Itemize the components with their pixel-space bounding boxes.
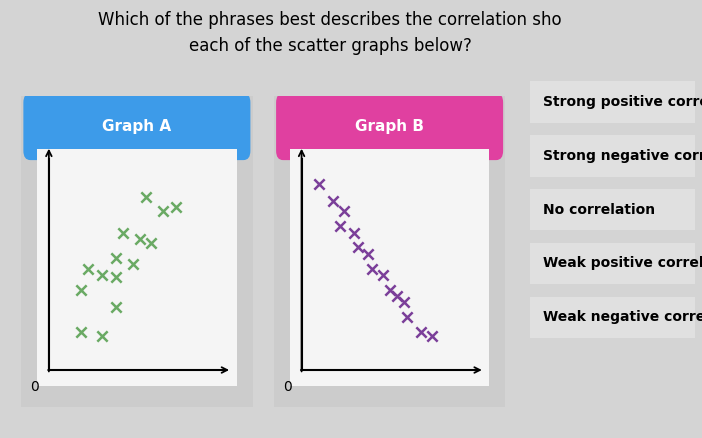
Text: Weak negative correlat: Weak negative correlat bbox=[543, 311, 702, 324]
FancyBboxPatch shape bbox=[290, 149, 489, 385]
FancyBboxPatch shape bbox=[12, 84, 262, 420]
Point bbox=[352, 244, 364, 251]
Point bbox=[391, 293, 402, 300]
FancyBboxPatch shape bbox=[522, 133, 702, 179]
FancyBboxPatch shape bbox=[23, 93, 251, 160]
Point bbox=[110, 303, 121, 310]
FancyBboxPatch shape bbox=[522, 187, 702, 233]
Point bbox=[366, 265, 378, 272]
Point bbox=[75, 328, 86, 336]
Text: Weak positive correlati: Weak positive correlati bbox=[543, 257, 702, 270]
Point bbox=[377, 272, 388, 279]
Text: 0: 0 bbox=[283, 380, 292, 394]
Text: Graph B: Graph B bbox=[355, 119, 424, 134]
Point bbox=[384, 286, 395, 293]
Point bbox=[82, 265, 93, 272]
FancyBboxPatch shape bbox=[522, 294, 702, 340]
Point bbox=[145, 240, 157, 247]
Point bbox=[110, 254, 121, 261]
Text: 0: 0 bbox=[30, 380, 39, 394]
Text: Strong negative correla: Strong negative correla bbox=[543, 149, 702, 162]
Point bbox=[416, 328, 427, 336]
FancyBboxPatch shape bbox=[522, 240, 702, 286]
Point bbox=[402, 314, 413, 321]
Point bbox=[363, 250, 374, 257]
Point bbox=[75, 286, 86, 293]
Text: Which of the phrases best describes the correlation sho: Which of the phrases best describes the … bbox=[98, 11, 562, 29]
Point bbox=[96, 333, 107, 340]
Point bbox=[110, 273, 121, 280]
FancyBboxPatch shape bbox=[522, 79, 702, 125]
FancyBboxPatch shape bbox=[37, 149, 237, 385]
Point bbox=[96, 272, 107, 279]
Point bbox=[117, 229, 128, 236]
Point bbox=[349, 229, 360, 236]
FancyBboxPatch shape bbox=[265, 84, 515, 420]
Text: Graph A: Graph A bbox=[102, 119, 171, 134]
Point bbox=[314, 180, 325, 187]
FancyBboxPatch shape bbox=[276, 93, 503, 160]
Point bbox=[398, 299, 409, 306]
Point bbox=[426, 333, 437, 340]
Point bbox=[328, 198, 339, 205]
Point bbox=[158, 208, 169, 215]
Text: No correlation: No correlation bbox=[543, 203, 656, 216]
Point bbox=[338, 208, 350, 215]
Text: each of the scatter graphs below?: each of the scatter graphs below? bbox=[189, 37, 471, 55]
Point bbox=[335, 223, 346, 230]
Point bbox=[140, 193, 152, 200]
Point bbox=[128, 261, 139, 268]
Point bbox=[135, 235, 146, 242]
Point bbox=[170, 204, 181, 211]
Text: Strong positive correlati: Strong positive correlati bbox=[543, 95, 702, 109]
